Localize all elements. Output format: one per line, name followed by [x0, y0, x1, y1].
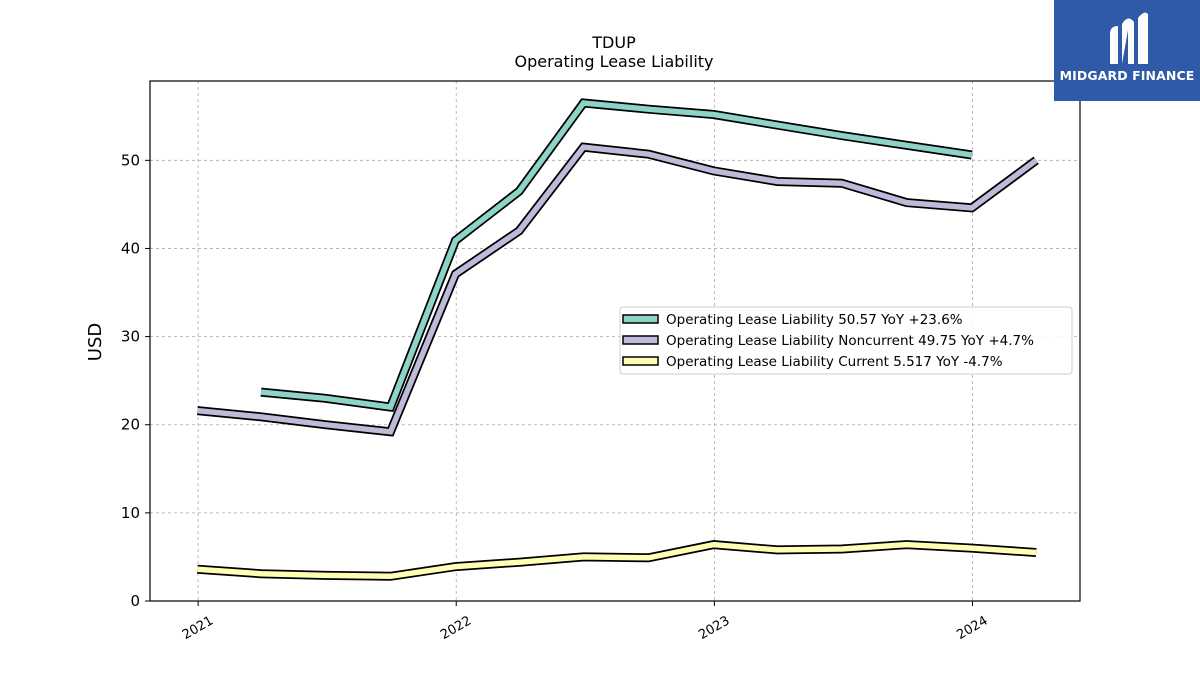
series-line-2: [197, 541, 1037, 580]
x-tick-label: 2022: [438, 613, 474, 643]
brand-logo-mark-icon: [1110, 12, 1148, 65]
legend-swatch: [622, 356, 659, 366]
legend-entry: Operating Lease Liability 50.57 YoY +23.…: [666, 312, 963, 328]
series-line-1: [197, 144, 1038, 435]
legend: Operating Lease Liability 50.57 YoY +23.…: [619, 306, 1073, 375]
series-outline-2: [197, 540, 1037, 581]
chart-subtitle: Operating Lease Liability: [514, 52, 713, 71]
y-tick-label: 30: [121, 328, 140, 346]
x-tick-label: 2023: [696, 613, 732, 643]
series-lines: [196, 98, 1039, 581]
brand-logo: MIDGARD FINANCE: [1054, 0, 1200, 101]
y-tick-label: 50: [121, 151, 140, 169]
legend-entry: Operating Lease Liability Current 5.517 …: [666, 354, 1003, 370]
plot-frame: [149, 80, 1081, 602]
y-tick-label: 0: [130, 592, 140, 610]
legend-swatch: [622, 314, 659, 324]
y-tick-label: 40: [121, 239, 140, 257]
y-tick-label: 20: [121, 416, 140, 434]
legend-box: [619, 306, 1073, 375]
y-axis-label: USD: [85, 323, 106, 361]
x-tick-label: 2021: [180, 613, 216, 643]
series-line-0: [260, 100, 973, 411]
legend-swatch: [622, 335, 659, 345]
brand-logo-text: MIDGARD FINANCE: [1059, 68, 1195, 83]
y-tick-label: 10: [121, 504, 140, 522]
chart-title: TDUP: [591, 33, 636, 52]
x-tick-label: 2024: [954, 613, 990, 643]
series-outline-1: [196, 142, 1039, 437]
legend-entry: Operating Lease Liability Noncurrent 49.…: [666, 333, 1034, 349]
